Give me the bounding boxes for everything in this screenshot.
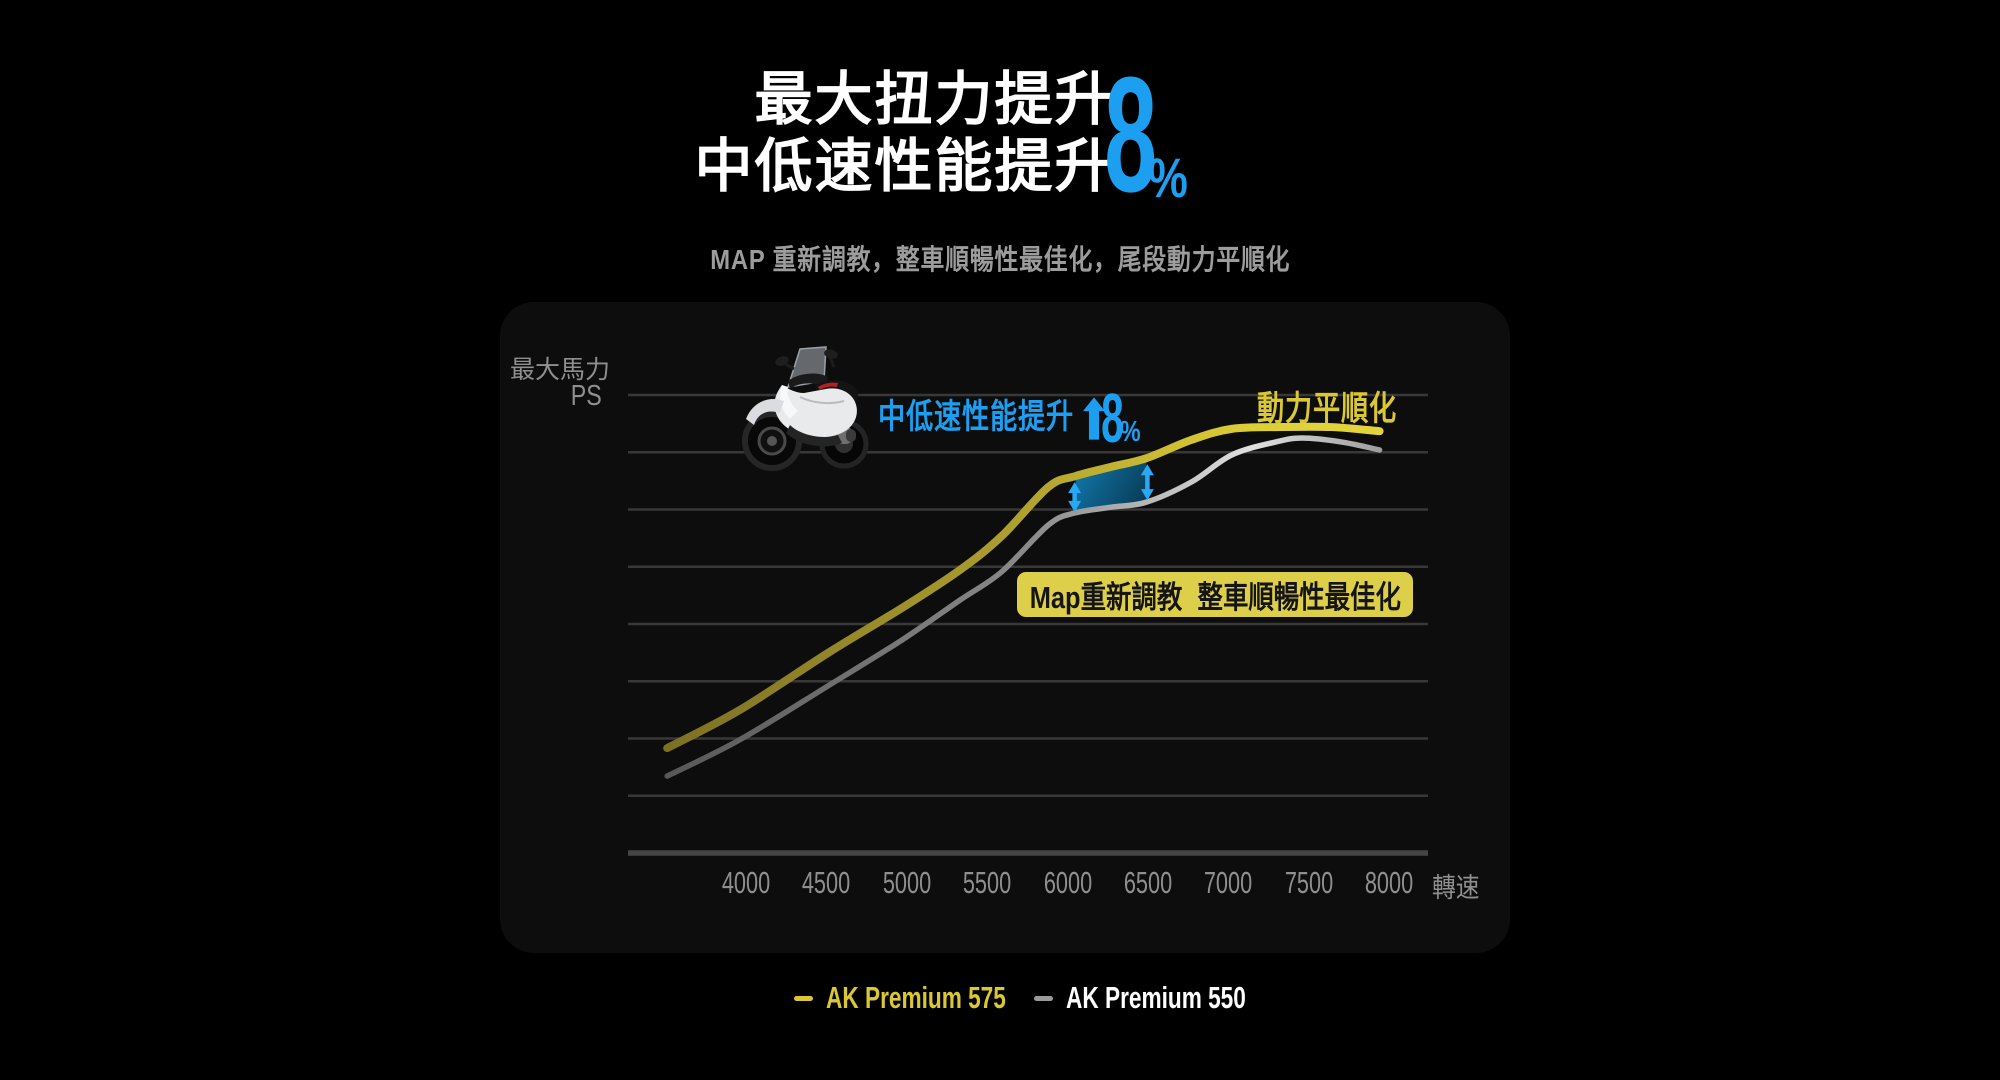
legend-label-550: AK Premium 550 — [1066, 980, 1246, 1015]
x-tick-label: 5500 — [963, 865, 1012, 900]
legend-item-550: AK Premium 550 — [1034, 980, 1312, 1016]
title-highlight-unit: % — [1147, 146, 1188, 210]
legend-label-575: AK Premium 575 — [826, 980, 1006, 1015]
legend-dash-550 — [1034, 995, 1053, 1001]
x-tick-label: 4500 — [802, 865, 851, 900]
page-title: 最大扭力提升 中低速性能提升 8 % — [0, 52, 1946, 216]
x-tick-label: 6000 — [1043, 865, 1092, 900]
y-axis-unit: PS — [571, 380, 602, 412]
subtitle: MAP 重新調教，整車順暢性最佳化，尾段動力平順化 — [709, 244, 1291, 275]
x-tick-label: 6500 — [1123, 865, 1173, 900]
smoothness-annotation: 動力平順化 — [1257, 390, 1397, 428]
y-axis-label: 最大馬力 — [509, 356, 610, 384]
title-line2: 中低速性能提升 — [694, 134, 1115, 199]
up-arrow-icon — [1083, 397, 1105, 440]
left-mirror — [775, 356, 789, 366]
title-highlight-value: 8 — [1103, 42, 1157, 226]
x-tick-label: 7500 — [1284, 865, 1333, 900]
title-lines: 最大扭力提升 中低速性能提升 — [694, 66, 1114, 200]
front-fender — [746, 399, 784, 425]
x-tick-label: 5000 — [882, 865, 931, 900]
title-highlight: 8 % — [1104, 52, 1198, 216]
title-line1: 最大扭力提升 — [754, 67, 1115, 132]
motorcycle-image — [742, 346, 869, 471]
legend-dash-575 — [794, 995, 813, 1001]
x-tick-label: 8000 — [1365, 865, 1414, 900]
handlebar — [788, 373, 828, 389]
x-tick-label: 7000 — [1204, 865, 1253, 900]
boost-unit: % — [1119, 415, 1141, 448]
boost-label: 中低速性能提升 — [878, 398, 1074, 436]
x-tick-label: 4000 — [721, 865, 771, 900]
boost-annotation: 中低速性能提升 8 % — [878, 383, 1146, 453]
map-tuning-badge: Map重新調教 整車順暢性最佳化 — [1017, 572, 1413, 617]
right-mirror — [824, 349, 838, 359]
legend-item-575: AK Premium 575 — [794, 980, 1072, 1016]
x-axis-unit: 轉速 — [1432, 873, 1480, 903]
